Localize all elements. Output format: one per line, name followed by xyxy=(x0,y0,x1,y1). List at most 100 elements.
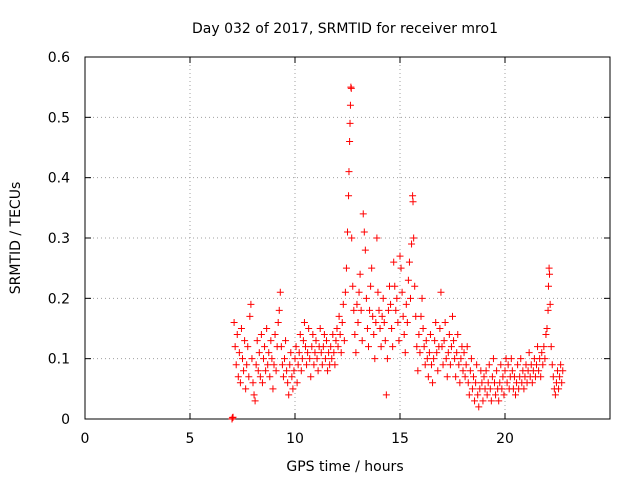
data-point xyxy=(281,355,288,363)
data-points xyxy=(228,83,567,423)
data-point xyxy=(390,258,398,266)
data-point xyxy=(446,361,454,369)
data-point xyxy=(393,294,401,302)
data-point xyxy=(444,349,452,357)
data-point xyxy=(551,391,559,399)
data-point xyxy=(507,355,515,363)
data-point xyxy=(323,337,330,345)
data-point xyxy=(231,343,239,351)
data-point xyxy=(403,318,411,326)
data-point xyxy=(548,361,556,369)
data-point xyxy=(409,192,417,200)
data-point xyxy=(475,403,483,411)
data-point xyxy=(495,397,503,405)
y-tick-label: 0.6 xyxy=(48,50,70,66)
data-point xyxy=(544,282,552,290)
data-point xyxy=(284,379,292,387)
x-tick-label: 0 xyxy=(81,431,90,447)
data-point xyxy=(525,349,533,357)
data-point xyxy=(365,343,372,351)
data-point xyxy=(275,306,283,314)
data-point xyxy=(291,355,299,363)
data-point xyxy=(440,337,448,345)
data-point xyxy=(401,349,409,357)
data-point xyxy=(268,355,276,363)
chart-title: Day 032 of 2017, SRMTID for receiver mro… xyxy=(192,21,498,37)
data-point xyxy=(371,355,379,363)
data-point xyxy=(556,373,564,381)
data-point xyxy=(431,337,439,345)
data-point xyxy=(493,367,501,375)
data-point xyxy=(324,367,332,375)
data-point xyxy=(487,397,495,405)
data-point xyxy=(303,361,311,369)
data-point xyxy=(248,355,256,363)
data-point xyxy=(311,349,319,357)
data-point xyxy=(367,282,375,290)
data-point xyxy=(263,325,271,332)
data-point xyxy=(317,349,325,357)
data-point xyxy=(474,391,482,399)
data-point xyxy=(339,300,347,308)
data-point xyxy=(352,349,360,357)
data-point xyxy=(320,331,328,339)
data-point xyxy=(354,318,362,326)
data-point xyxy=(287,349,295,357)
data-point xyxy=(489,355,497,363)
data-point xyxy=(483,391,491,399)
data-point xyxy=(461,373,469,381)
data-point xyxy=(289,385,297,393)
data-point xyxy=(265,349,273,357)
data-point xyxy=(359,210,367,218)
data-point xyxy=(558,379,566,387)
data-point xyxy=(542,331,550,339)
data-point xyxy=(503,379,511,387)
data-point xyxy=(229,413,237,421)
data-point xyxy=(381,337,389,345)
data-point xyxy=(410,234,418,242)
data-point xyxy=(399,312,407,320)
x-tick-label: 10 xyxy=(286,431,304,447)
data-point xyxy=(305,325,313,332)
data-point xyxy=(442,355,450,363)
data-point xyxy=(415,331,423,339)
data-point xyxy=(547,343,555,351)
data-point xyxy=(465,391,473,399)
data-point xyxy=(380,318,388,326)
data-point xyxy=(338,318,346,326)
data-point xyxy=(472,379,480,387)
x-tick-label: 20 xyxy=(496,431,514,447)
data-point xyxy=(256,373,264,381)
data-point xyxy=(244,343,252,351)
data-point xyxy=(452,373,460,381)
data-point xyxy=(544,306,552,314)
data-point xyxy=(241,337,249,345)
data-point xyxy=(428,361,435,369)
data-point xyxy=(500,391,508,399)
data-point xyxy=(282,337,290,345)
data-point xyxy=(372,318,380,326)
data-point xyxy=(417,312,425,320)
data-point xyxy=(528,379,536,387)
data-point xyxy=(517,355,525,363)
data-point xyxy=(541,355,549,363)
data-point xyxy=(423,355,431,363)
data-point xyxy=(488,373,496,381)
data-point xyxy=(455,361,463,369)
grid-lines xyxy=(85,57,610,419)
data-point xyxy=(387,300,395,308)
data-point xyxy=(422,337,430,345)
data-point xyxy=(470,373,477,381)
data-point xyxy=(478,379,486,387)
data-point xyxy=(439,361,447,369)
data-point xyxy=(250,391,258,399)
data-point xyxy=(508,367,516,375)
data-point xyxy=(299,337,307,345)
data-point xyxy=(434,367,442,375)
data-point xyxy=(473,361,481,369)
data-point xyxy=(340,337,348,345)
data-point xyxy=(329,331,337,339)
data-point xyxy=(539,361,547,369)
data-point xyxy=(520,385,528,393)
data-point xyxy=(294,361,302,369)
